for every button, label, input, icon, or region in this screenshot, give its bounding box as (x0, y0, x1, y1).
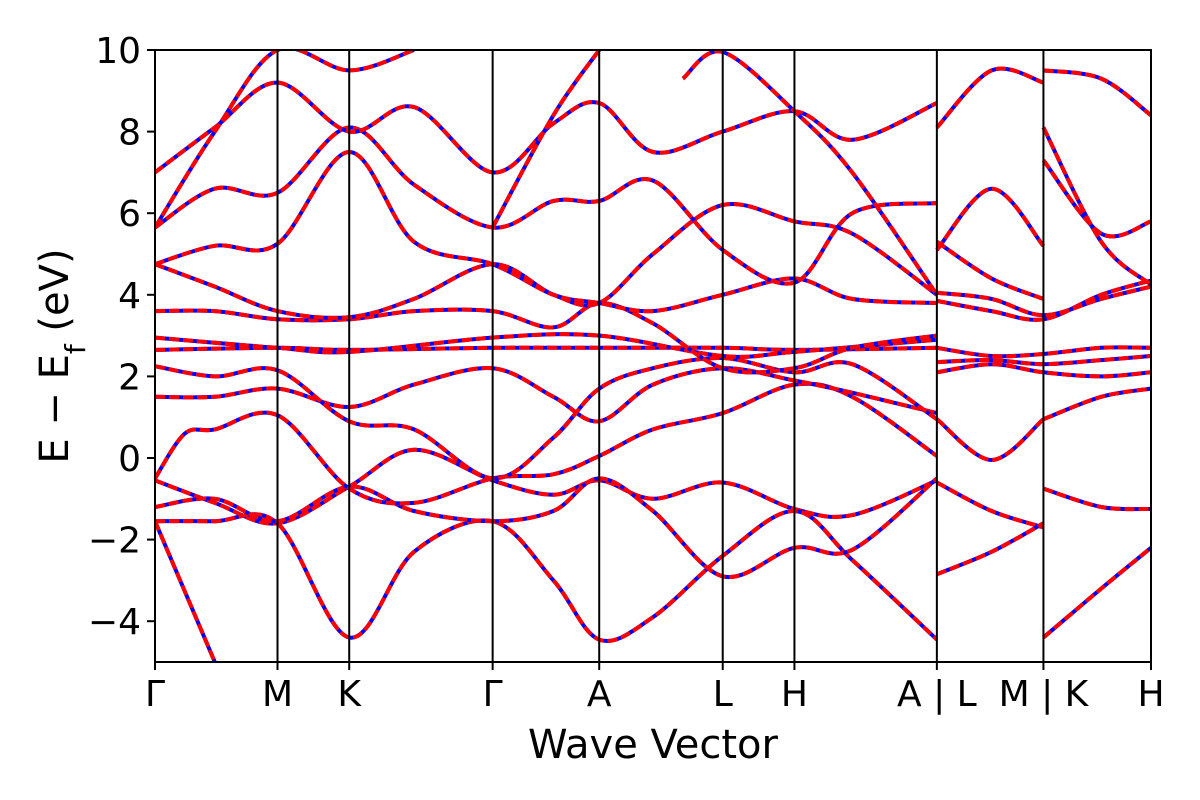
band-7 (155, 476, 939, 580)
x-tick-label-4: Γ (483, 674, 503, 715)
band-14-overlay (155, 345, 937, 352)
band-34 (681, 50, 939, 296)
band-13-overlay (155, 355, 938, 481)
band-22-overlay (936, 284, 1151, 318)
band-15-overlay (155, 332, 938, 359)
y-tick-label-3: 0 (118, 439, 141, 480)
high-symmetry-lines (276, 50, 1045, 662)
x-tick-label-6: L (713, 674, 733, 715)
band-6-overlay (1042, 546, 1151, 640)
x-tick-label-1: Γ (145, 674, 165, 715)
band-2 (935, 480, 1045, 530)
band-31 (1043, 68, 1151, 117)
band-5-overlay (936, 521, 1045, 577)
plot-frame (154, 49, 1152, 663)
band-13 (155, 355, 938, 481)
band-30 (935, 66, 1045, 129)
band-2-overlay (935, 480, 1045, 530)
y-tick-label-8: 10 (95, 31, 141, 72)
band-25-overlay (1041, 158, 1151, 239)
band-15 (155, 332, 938, 359)
band-21-overlay (936, 278, 1151, 322)
x-tick-label-3: K (337, 674, 362, 715)
x-tick-label-7: H (781, 674, 808, 715)
band-27 (935, 240, 1045, 301)
x-tick-label-2: M (262, 674, 293, 715)
y-tick-label-7: 8 (118, 113, 141, 154)
band-3 (1042, 486, 1151, 512)
x-axis-label: Wave Vector (528, 722, 779, 768)
band-3-overlay (1042, 486, 1151, 512)
y-tick-label-2: −2 (88, 521, 141, 562)
band-28 (1041, 126, 1151, 287)
band-8 (155, 520, 217, 662)
x-tick-label-9: M | K (999, 674, 1090, 715)
band-26-overlay (155, 125, 938, 286)
band-5 (936, 521, 1045, 577)
band-31-overlay (1043, 68, 1151, 117)
band-7-overlay (155, 476, 939, 580)
x-tick-label-10: H (1137, 674, 1164, 715)
band-19-overlay (155, 300, 938, 375)
y-axis-label: E − Ef (eV) (32, 248, 92, 463)
y-axis-label-sub: f (59, 343, 92, 354)
band-10 (935, 417, 1045, 462)
band-26 (155, 125, 938, 286)
x-axis-ticks: Γ M K Γ A L H A | L M | K H (145, 662, 1165, 715)
band-33 (490, 50, 601, 229)
y-axis-ticks: −4 −2 0 2 4 6 8 10 (88, 31, 155, 643)
y-axis-label-unit: (eV) (32, 248, 78, 344)
band-24-overlay (935, 186, 1045, 252)
x-tick-label-5: A (587, 674, 612, 715)
band-11-overlay (1042, 386, 1151, 422)
band-33-overlay (490, 50, 601, 229)
band-6 (1042, 546, 1151, 640)
y-tick-label-4: 2 (118, 357, 141, 398)
band-11 (1042, 386, 1151, 422)
y-tick-label-5: 4 (118, 276, 141, 317)
band-28-overlay (1041, 126, 1151, 287)
band-9-overlay (155, 381, 939, 506)
band-24 (935, 186, 1045, 252)
y-axis-label-main: E − E (32, 354, 78, 464)
band-30-overlay (935, 66, 1045, 129)
band-25 (1041, 158, 1151, 239)
band-8-overlay (155, 520, 217, 662)
x-tick-label-8: A | L (897, 674, 977, 715)
y-tick-label-1: −4 (88, 602, 141, 643)
band-10-overlay (935, 417, 1045, 462)
band-32-overlay (155, 50, 415, 229)
band-27-overlay (935, 240, 1045, 301)
y-tick-label-6: 6 (118, 194, 141, 235)
band-32 (155, 50, 415, 229)
band-34-overlay (681, 50, 939, 296)
